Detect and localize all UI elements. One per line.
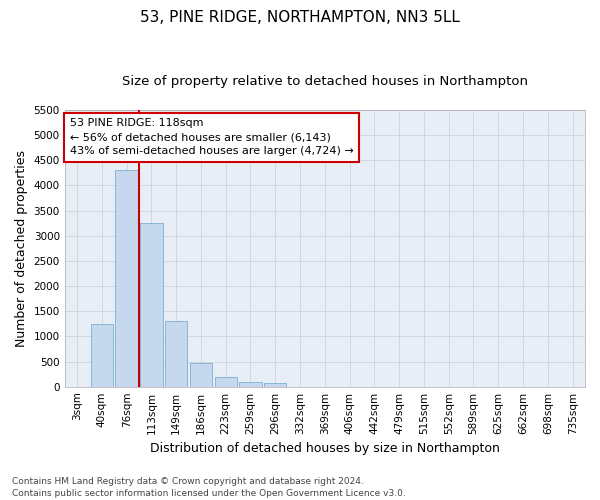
Text: 53, PINE RIDGE, NORTHAMPTON, NN3 5LL: 53, PINE RIDGE, NORTHAMPTON, NN3 5LL — [140, 10, 460, 25]
Bar — [190, 362, 212, 386]
Title: Size of property relative to detached houses in Northampton: Size of property relative to detached ho… — [122, 75, 528, 88]
Y-axis label: Number of detached properties: Number of detached properties — [15, 150, 28, 347]
X-axis label: Distribution of detached houses by size in Northampton: Distribution of detached houses by size … — [150, 442, 500, 455]
Bar — [239, 382, 262, 386]
Text: 53 PINE RIDGE: 118sqm
← 56% of detached houses are smaller (6,143)
43% of semi-d: 53 PINE RIDGE: 118sqm ← 56% of detached … — [70, 118, 353, 156]
Text: Contains HM Land Registry data © Crown copyright and database right 2024.
Contai: Contains HM Land Registry data © Crown c… — [12, 476, 406, 498]
Bar — [264, 383, 286, 386]
Bar — [215, 376, 237, 386]
Bar — [115, 170, 138, 386]
Bar — [91, 324, 113, 386]
Bar — [165, 322, 187, 386]
Bar — [140, 223, 163, 386]
